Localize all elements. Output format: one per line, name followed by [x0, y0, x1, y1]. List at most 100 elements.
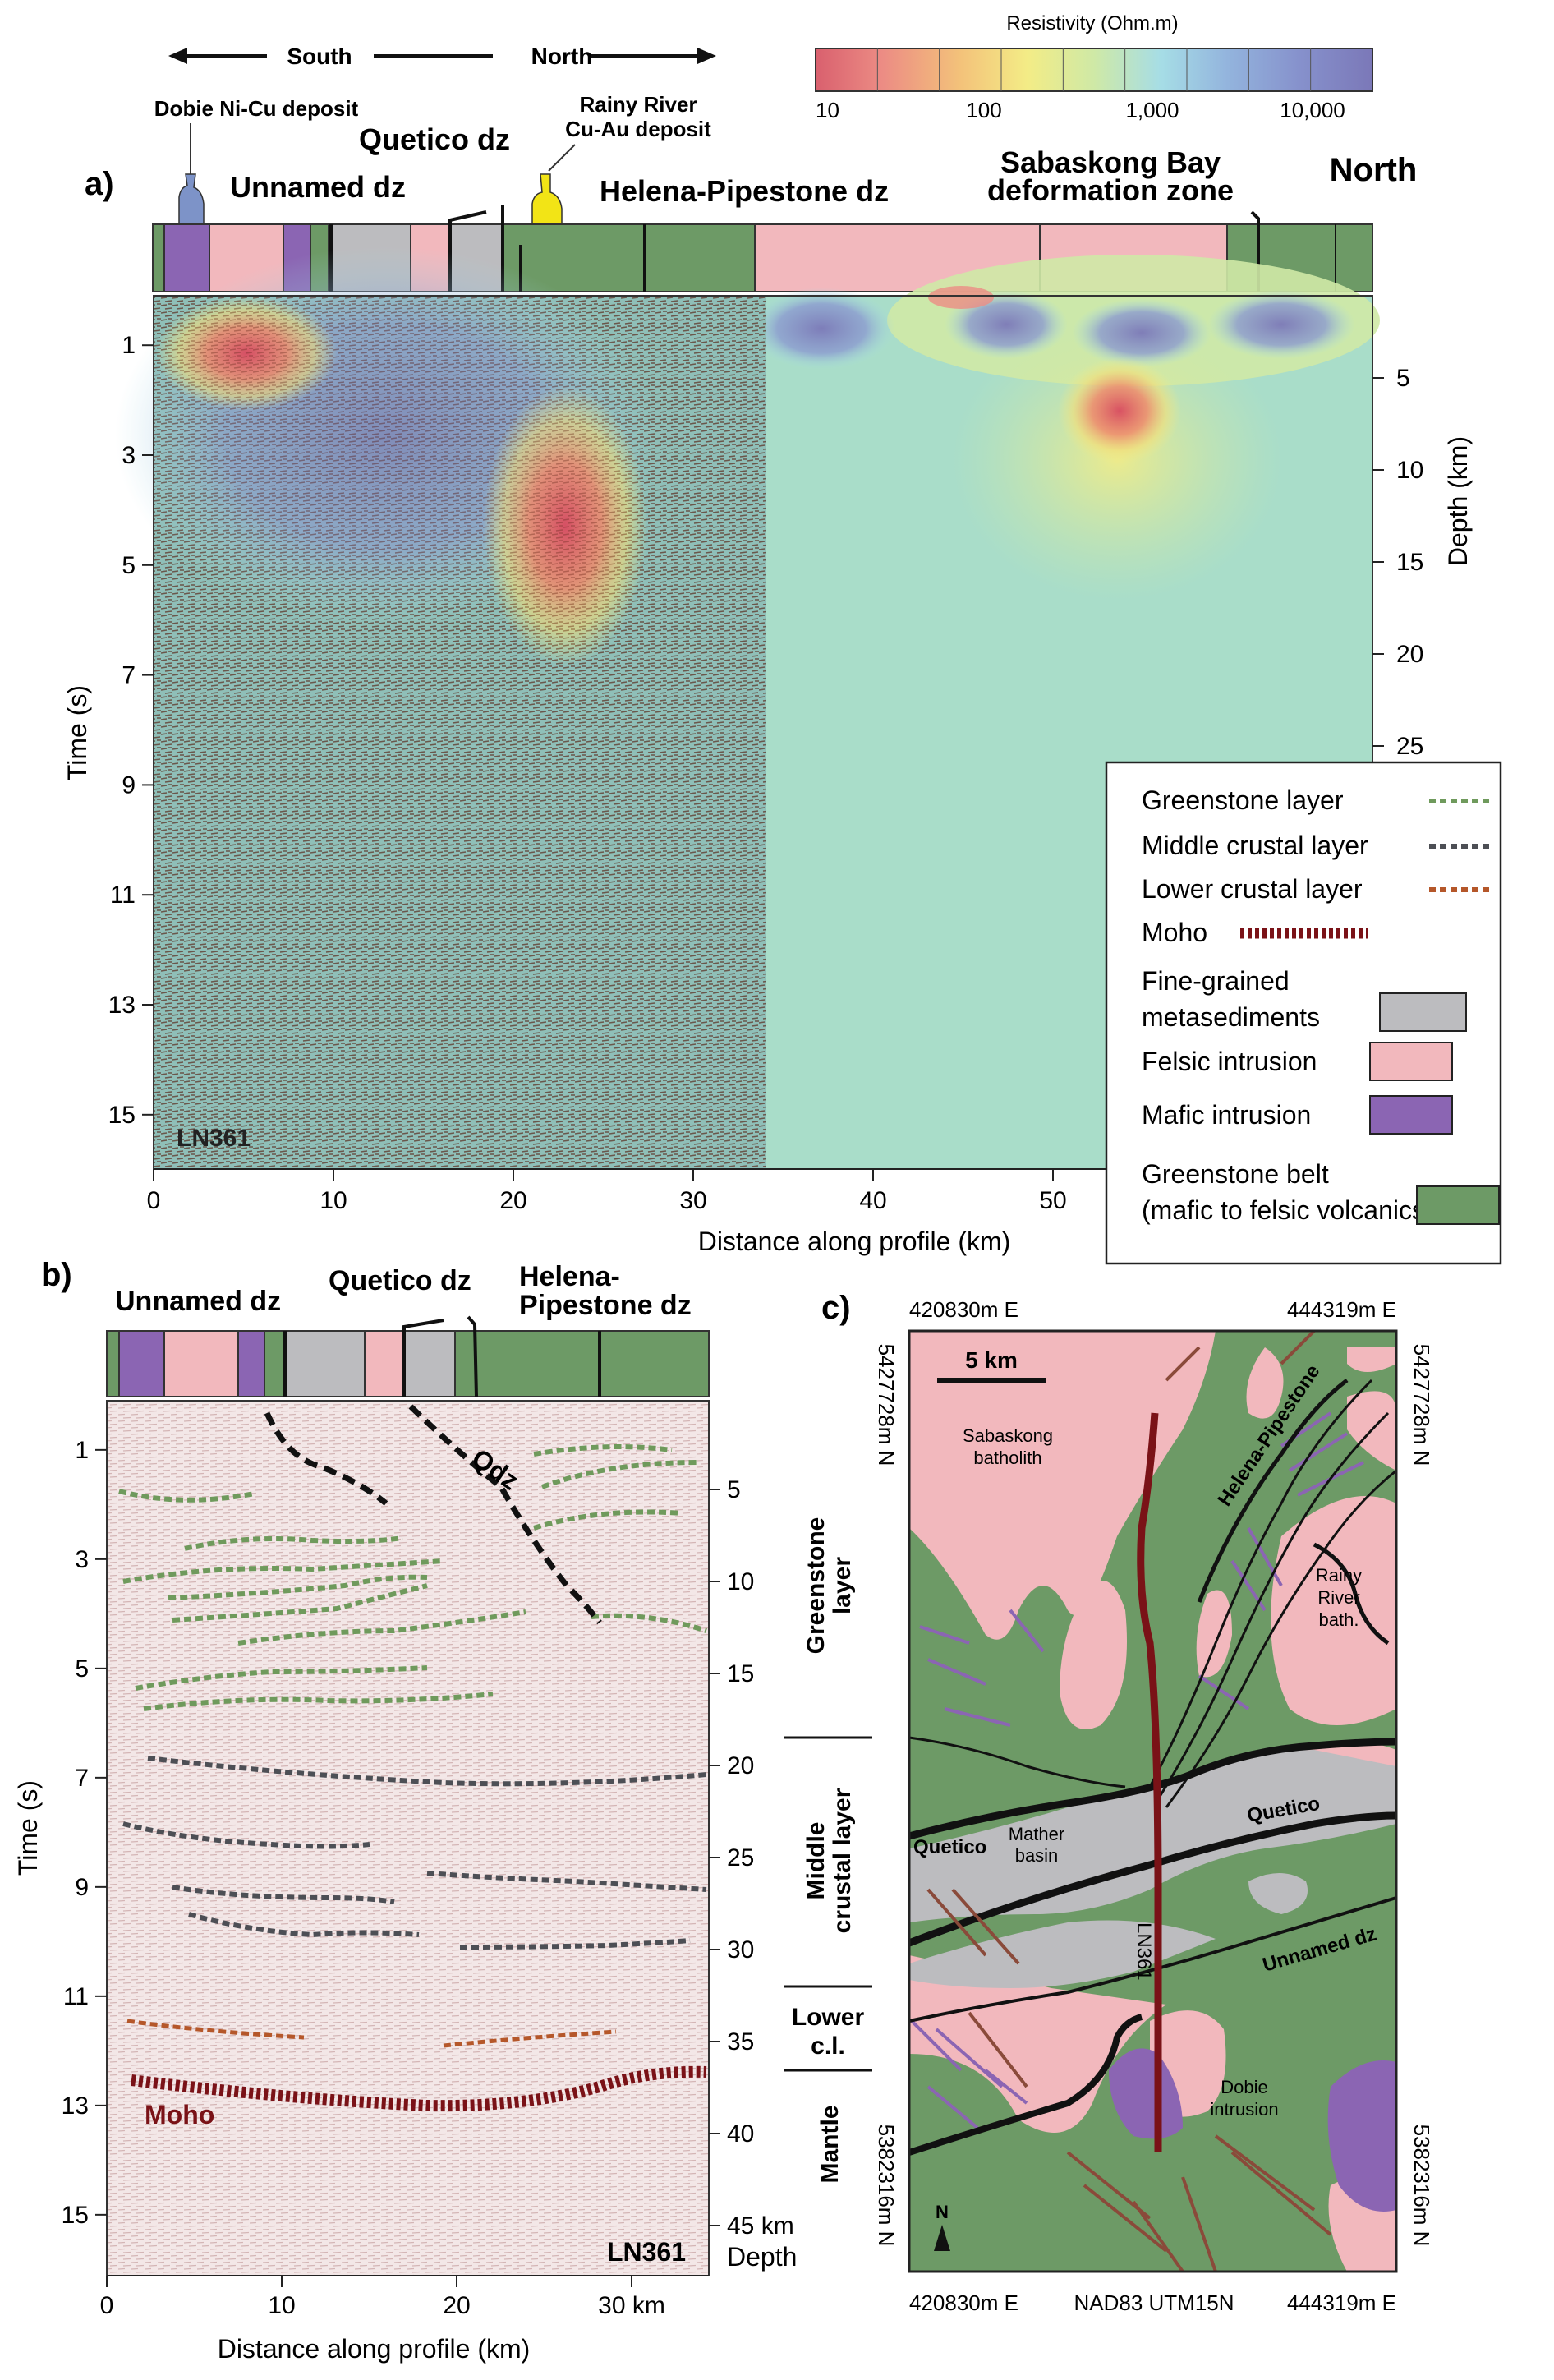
y-tick-label: 9: [75, 1874, 89, 1901]
panel-a-x-axis-label: Distance along profile (km): [698, 1227, 1011, 1256]
helena-label-b-2: Pipestone dz: [519, 1290, 692, 1321]
north-arrow-icon: [934, 2225, 950, 2251]
panel-a-depth-label: Depth (km): [1443, 436, 1473, 566]
depth-tick-label: 10: [727, 1568, 754, 1595]
legend-label: Moho: [1142, 918, 1207, 947]
unnamed-dz-label-b: Unnamed dz: [115, 1286, 281, 1317]
helena-label-b-1: Helena-: [519, 1261, 620, 1292]
north-end-label: North: [1330, 152, 1418, 188]
x-tick-label: 30 km: [598, 2292, 665, 2319]
middle-crust-horizons: [122, 1756, 707, 1950]
depth-tick-label: 25: [727, 1844, 754, 1871]
y-tick-label: 15: [108, 1102, 136, 1129]
depth-tick-label: 5: [727, 1476, 741, 1503]
dobie-map-label-1: Dobie: [1221, 2077, 1267, 2097]
northing-top-left: 5427728m N: [874, 1344, 899, 1466]
x-tick-label: 30: [679, 1187, 706, 1214]
rainy-river-label-2: Cu-Au deposit: [565, 117, 711, 141]
colorbar-tick-100: 100: [966, 98, 1001, 122]
mantle-label: Mantle: [816, 2105, 844, 2183]
sabaskong-batholith: [909, 1331, 1216, 1640]
x-tick-label: 40: [859, 1187, 886, 1214]
quetico-map-label-left: Quetico: [913, 1836, 986, 1858]
colorbar-tick-1000: 1,000: [1125, 98, 1179, 122]
easting-top-right: 444319m E: [1287, 1297, 1396, 1322]
helena-pipestone-label-a: Helena-Pipestone dz: [600, 174, 889, 208]
y-tick-label: 11: [110, 882, 136, 909]
layer-brackets: Greenstone layer Middle crustal layer Lo…: [784, 1517, 872, 2184]
mather-map-label-2: basin: [1015, 1845, 1059, 1866]
y-tick-label: 5: [75, 1655, 89, 1683]
depth-tick-label: 15: [727, 1660, 754, 1687]
legend-label: Greenstone belt: [1142, 1159, 1329, 1189]
panel-b: b) Unnamed dz Quetico dz Helena- Pipesto…: [13, 1257, 872, 2364]
mather-map-label-1: Mather: [1009, 1824, 1064, 1844]
quetico-metasediments: [909, 1750, 1396, 1922]
legend-label: Middle crustal layer: [1142, 831, 1368, 860]
y-tick-label: 1: [122, 332, 136, 359]
y-tick-label: 11: [63, 1983, 89, 2010]
line-name-b: LN361: [607, 2237, 686, 2267]
x-tick-label: 20: [499, 1187, 526, 1214]
colorbar-title: Resistivity (Ohm.m): [1006, 12, 1178, 35]
y-tick-label: 3: [122, 442, 136, 469]
y-tick-label: 9: [122, 771, 136, 799]
sabaskong-label-2: deformation zone: [987, 173, 1234, 207]
scale-bar-label: 5 km: [965, 1347, 1018, 1373]
depth-tick-label: 30: [727, 1936, 754, 1963]
depth-tick-label: 10: [1396, 457, 1423, 484]
rainy-river-symbol: [531, 173, 563, 224]
geology-map: [908, 1329, 1398, 2273]
ln361-profile-line: [1137, 1412, 1162, 2152]
y-tick-label: 7: [122, 662, 136, 689]
dobie-intrusion-mafic: [1109, 2048, 1183, 2139]
legend-label: Lower crustal layer: [1142, 874, 1363, 904]
easting-bottom-left: 420830m E: [909, 2290, 1018, 2315]
y-tick-label: 13: [108, 992, 136, 1019]
greenstone-layer-label-1: Greenstone: [802, 1517, 830, 1655]
colorbar-tick-10000: 10,000: [1280, 98, 1345, 122]
direction-arrows: South North: [168, 44, 716, 69]
depth-tick-label: 5: [1396, 365, 1410, 392]
depth-tick-label: 35: [727, 2028, 754, 2055]
lower-crust-horizons: [126, 2019, 617, 2048]
north-label: North: [531, 44, 593, 69]
moho-reflector: [131, 2065, 707, 2112]
depth-tick-label: 15: [1396, 549, 1423, 576]
depth-tick-label: 40: [727, 2120, 754, 2148]
legend-label: Fine-grained: [1142, 966, 1290, 996]
lower-layer-label-1: Lower: [792, 2004, 865, 2031]
greenstone-layer-label-2: layer: [829, 1557, 856, 1614]
colorbar-ticks: [876, 48, 1312, 91]
dobie-deposit-symbol: [178, 173, 205, 224]
depth-tick-label: 45 km: [727, 2212, 794, 2240]
panel-c: c) 420830m E 444319m E 5427728m N 542772…: [821, 1290, 1434, 2315]
legend-label: Greenstone layer: [1142, 785, 1344, 815]
rainy-map-label-3: bath.: [1319, 1609, 1359, 1630]
y-tick-label: 5: [122, 552, 136, 579]
rainy-river-deposit: Rainy River Cu-Au deposit: [531, 92, 711, 224]
quetico-dz-label-b: Quetico dz: [329, 1265, 471, 1296]
unnamed-dz-label-a: Unnamed dz: [230, 170, 406, 204]
northing-bottom-right: 5382316m N: [1409, 2125, 1434, 2247]
y-tick-label: 3: [75, 1546, 89, 1573]
x-tick-label: 10: [320, 1187, 347, 1214]
legend: Greenstone layer Middle crustal layer Lowe…: [1105, 761, 1502, 1265]
dobie-deposit: Dobie Ni-Cu deposit: [154, 96, 359, 224]
map-dykes-brown: [926, 1329, 1332, 2273]
panel-b-depth-word: Depth: [727, 2242, 797, 2272]
rainy-map-label-2: River: [1317, 1587, 1359, 1608]
dobie-map-label-2: intrusion: [1210, 2099, 1278, 2120]
legend-label: metasediments: [1142, 1002, 1320, 1032]
geology-strip-b: [106, 1315, 710, 1397]
rainy-map-label-1: Rainy: [1316, 1565, 1362, 1586]
legend-swatch-box: [1369, 1095, 1453, 1135]
y-tick-label: 15: [62, 2202, 89, 2229]
panel-b-label: b): [41, 1257, 72, 1293]
y-tick-label: 13: [62, 2092, 89, 2120]
fault-traces: [264, 1404, 602, 1625]
x-tick-label: 0: [147, 1187, 161, 1214]
depth-tick-label: 20: [1396, 641, 1423, 668]
panel-a-label: a): [85, 166, 114, 202]
legend-swatch-box: [1369, 1042, 1453, 1081]
